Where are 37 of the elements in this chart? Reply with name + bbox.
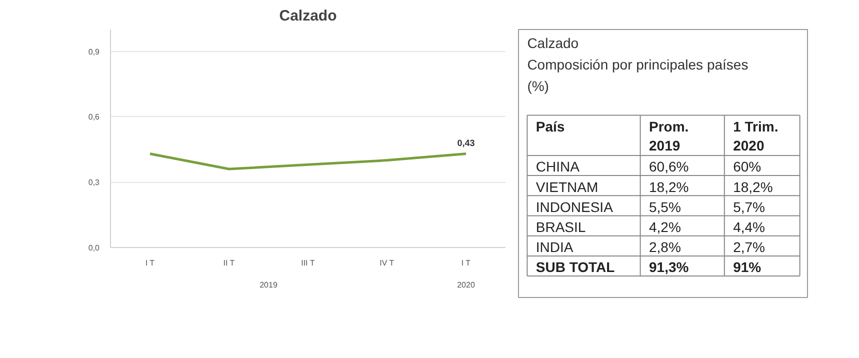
text: 2,7%	[733, 239, 766, 256]
text: 5,7%	[733, 198, 766, 215]
chart-title: Calzado	[279, 8, 337, 24]
x-tick-label: IV T	[380, 258, 394, 268]
text: 2,8%	[649, 239, 681, 256]
text: SUB TOTAL	[536, 259, 616, 276]
text: BRASIL	[536, 218, 586, 235]
x-tick-label: I T	[461, 258, 471, 268]
x-tick-label: II T	[223, 258, 235, 268]
text: INDONESIA	[536, 198, 614, 215]
text: 2020	[457, 280, 476, 290]
text: 4,4%	[733, 218, 766, 235]
data-label: 0,43	[457, 138, 475, 148]
text: 91%	[733, 259, 762, 276]
line-series	[148, 152, 468, 170]
text: 91,3%	[649, 259, 690, 276]
x-tick-label: I T	[145, 258, 155, 268]
text: CHINA	[536, 158, 580, 175]
text: Composición por principales países (%)	[527, 56, 748, 94]
y-tick-label: 0,9	[88, 47, 100, 56]
text: 5,5%	[649, 198, 681, 215]
y-tick-label: 0,3	[88, 178, 100, 188]
y-tick-label: 0,6	[88, 112, 100, 122]
text: 1 Trim. 2020	[733, 118, 778, 154]
text: Calzado	[527, 34, 579, 51]
text: 18,2%	[649, 178, 689, 195]
text: INDIA	[536, 239, 574, 256]
y-tick-label: 0,0	[88, 244, 100, 252]
text: 2019	[260, 280, 278, 290]
x-tick-label: III T	[301, 258, 315, 268]
text: País	[536, 118, 565, 134]
text: 18,2%	[733, 178, 773, 195]
text: 4,2%	[649, 218, 681, 235]
text: 60%	[733, 158, 762, 175]
text: VIETNAM	[536, 178, 598, 195]
text: Prom. 2019	[649, 118, 689, 154]
text: 60,6%	[649, 158, 689, 175]
